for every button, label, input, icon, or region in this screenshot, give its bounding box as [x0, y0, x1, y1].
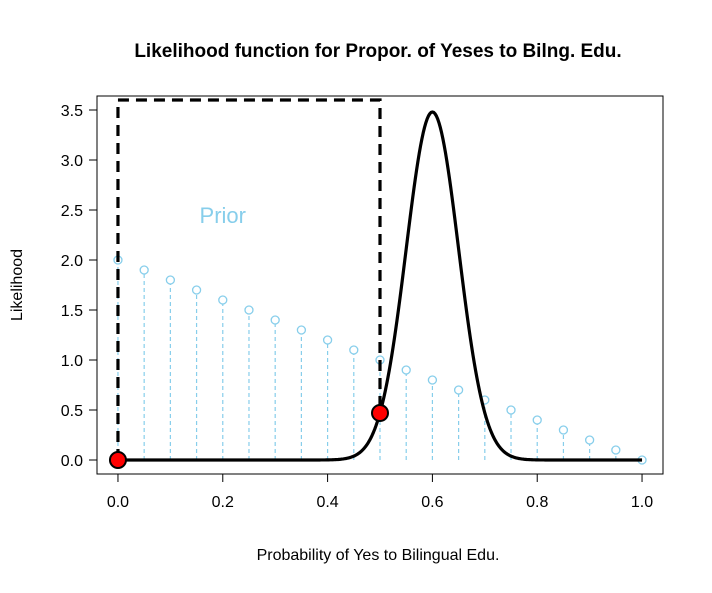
prior-point: [139, 265, 149, 275]
y-tick-label: 3.5: [61, 103, 83, 120]
y-axis-label: Likelihood: [9, 249, 26, 321]
prior-point: [349, 345, 359, 355]
x-tick-label: 0.8: [526, 494, 548, 511]
x-tick-label: 0.2: [212, 494, 234, 511]
prior-point: [558, 425, 569, 435]
x-tick-label: 1.0: [631, 494, 653, 511]
highlight-point: [108, 451, 127, 469]
prior-point: [191, 285, 202, 295]
y-tick-label: 3.0: [61, 153, 83, 170]
prior-annotation: Prior: [200, 203, 246, 228]
prior-point: [611, 445, 621, 455]
prior-point: [270, 315, 280, 325]
y-tick-label: 0.5: [61, 403, 83, 420]
prior-point: [506, 405, 516, 415]
prior-point: [218, 295, 228, 305]
y-tick-label: 1.5: [61, 303, 83, 320]
y-tick-label: 0.0: [61, 453, 83, 470]
x-tick-label: 0.6: [421, 494, 443, 511]
prior-point: [532, 415, 542, 425]
y-tick-label: 1.0: [61, 353, 83, 370]
highlight-point: [371, 404, 389, 422]
prior-point: [427, 375, 438, 385]
prior-point: [453, 385, 464, 395]
x-tick-label: 0.0: [107, 494, 129, 511]
prior-point: [401, 365, 411, 375]
y-tick-label: 2.0: [61, 253, 83, 270]
x-tick-label: 0.4: [316, 494, 338, 511]
y-tick-label: 2.5: [61, 203, 83, 220]
prior-point: [584, 435, 595, 445]
prior-box-line: [116, 98, 382, 460]
axes: 0.0 0.2 0.4 0.6 0.8 1.0 0.0 0.5 1.0 1.5 2.0 2.5 3.0 3…: [61, 103, 654, 511]
prior-point: [322, 335, 333, 345]
prior-point: [165, 275, 176, 285]
chart-title: Likelihood function for Propor. of Yeses…: [134, 41, 621, 62]
prior-point: [296, 325, 307, 335]
plot-area: Prior: [108, 98, 647, 469]
prior-point: [244, 305, 254, 315]
x-axis-label: Probability of Yes to Bilingual Edu.: [257, 547, 500, 564]
